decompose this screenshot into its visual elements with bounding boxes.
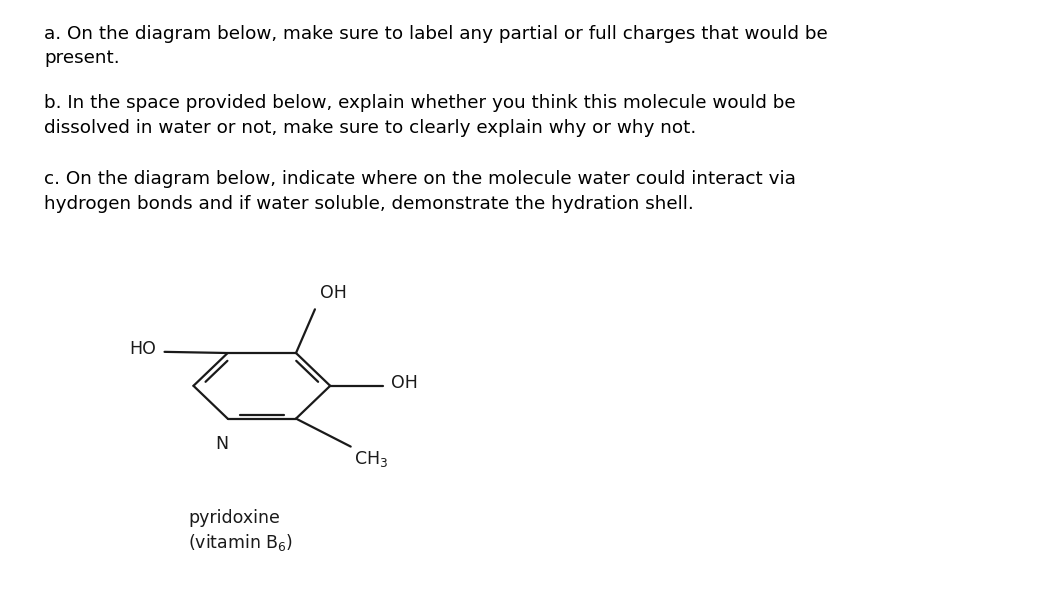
Text: HO: HO (129, 340, 156, 358)
Text: c. On the diagram below, indicate where on the molecule water could interact via: c. On the diagram below, indicate where … (45, 170, 796, 213)
Text: b. In the space provided below, explain whether you think this molecule would be: b. In the space provided below, explain … (45, 95, 796, 137)
Text: (vitamin B$_6$): (vitamin B$_6$) (189, 532, 294, 553)
Text: pyridoxine: pyridoxine (189, 509, 280, 527)
Text: CH$_3$: CH$_3$ (354, 449, 388, 469)
Text: OH: OH (320, 284, 347, 303)
Text: OH: OH (391, 374, 418, 392)
Text: N: N (215, 435, 228, 453)
Text: a. On the diagram below, make sure to label any partial or full charges that wou: a. On the diagram below, make sure to la… (45, 25, 828, 67)
